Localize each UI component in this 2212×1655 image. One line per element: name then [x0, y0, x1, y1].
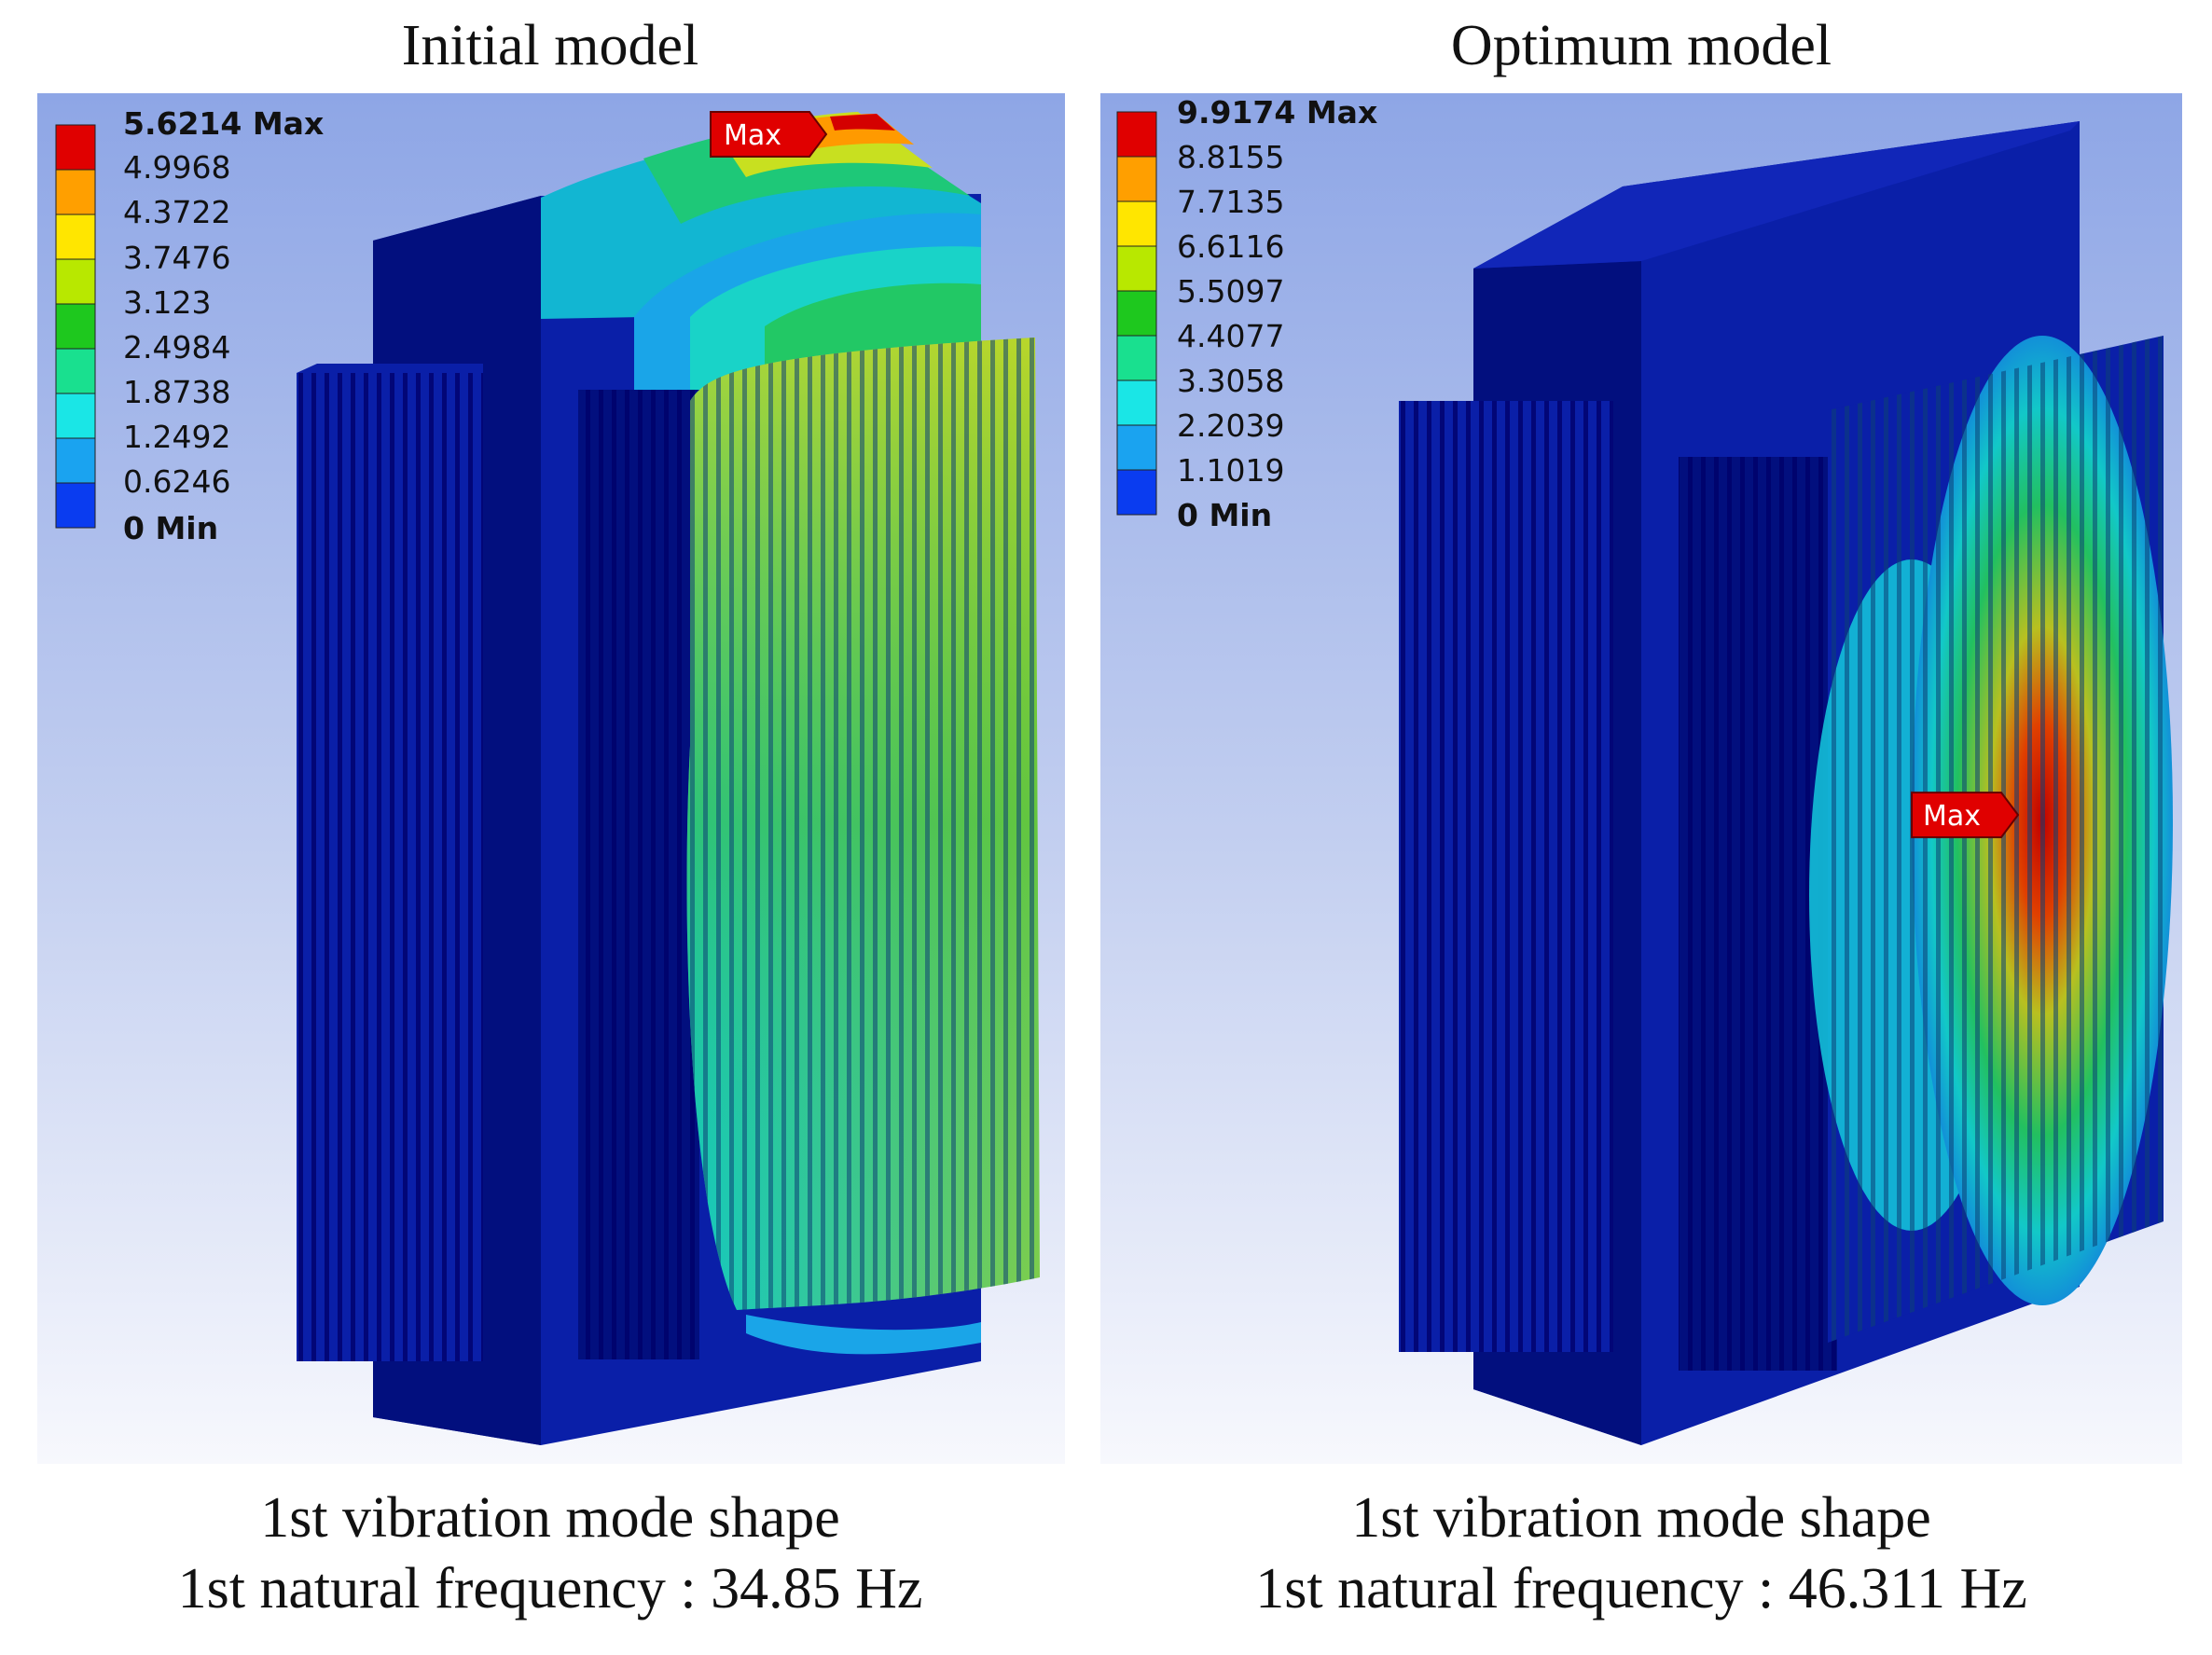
optimum-frequency-label: 1st natural frequency : 46.311 Hz — [1255, 1557, 2027, 1621]
initial-left-fin-pack — [297, 364, 483, 1361]
legend-label: 7.7135 — [1177, 184, 1284, 220]
legend-label: 3.123 — [123, 284, 211, 321]
legend-label: 1.8738 — [123, 374, 230, 410]
legend-label: 4.4077 — [1177, 318, 1284, 354]
legend-label: 5.6214 Max — [123, 105, 324, 142]
legend-label: 0 Min — [1177, 497, 1272, 533]
svg-text:Max: Max — [724, 119, 781, 152]
optimum-max-tag: Max — [1911, 792, 2020, 838]
optimum-left-fin-pack — [1399, 401, 1613, 1352]
optimum-mode-shape-label: 1st vibration mode shape — [1351, 1486, 1931, 1550]
initial-mode-shape-label: 1st vibration mode shape — [260, 1486, 840, 1550]
initial-model-panel: 5.6214 Max 4.9968 4.3722 3.7476 3.123 2.… — [37, 93, 1065, 1464]
legend-label: 4.9968 — [123, 149, 230, 186]
legend-label: 6.6116 — [1177, 228, 1284, 265]
initial-frequency-label: 1st natural frequency : 34.85 Hz — [177, 1557, 923, 1621]
initial-max-tag: Max — [710, 111, 828, 158]
optimum-color-legend: 9.9174 Max 8.8155 7.7135 6.6116 5.5097 4… — [1116, 94, 1377, 533]
legend-label: 2.2039 — [1177, 407, 1284, 444]
legend-label: 9.9174 Max — [1177, 94, 1377, 131]
legend-label: 0 Min — [123, 510, 218, 546]
optimum-model-caption: 1st vibration mode shape 1st natural fre… — [1100, 1483, 2182, 1624]
legend-label: 8.8155 — [1177, 139, 1284, 175]
legend-label: 3.7476 — [123, 240, 230, 276]
legend-label: 1.1019 — [1177, 452, 1284, 489]
legend-label: 3.3058 — [1177, 363, 1284, 399]
legend-label: 0.6246 — [123, 463, 230, 500]
legend-label: 5.5097 — [1177, 273, 1284, 310]
legend-label: 4.3722 — [123, 194, 230, 230]
svg-text:Max: Max — [1923, 800, 1981, 833]
initial-model-title: Initial model — [401, 14, 699, 77]
initial-model-caption: 1st vibration mode shape 1st natural fre… — [37, 1483, 1063, 1624]
optimum-model-panel: 9.9174 Max 8.8155 7.7135 6.6116 5.5097 4… — [1100, 93, 2182, 1464]
optimum-model-title: Optimum model — [1450, 14, 1832, 77]
initial-color-legend: 5.6214 Max 4.9968 4.3722 3.7476 3.123 2.… — [55, 105, 324, 546]
legend-label: 2.4984 — [123, 329, 230, 365]
initial-right-fin-pack — [578, 338, 1040, 1359]
optimum-right-fin-pack — [1679, 336, 2173, 1371]
legend-label: 1.2492 — [123, 419, 230, 455]
